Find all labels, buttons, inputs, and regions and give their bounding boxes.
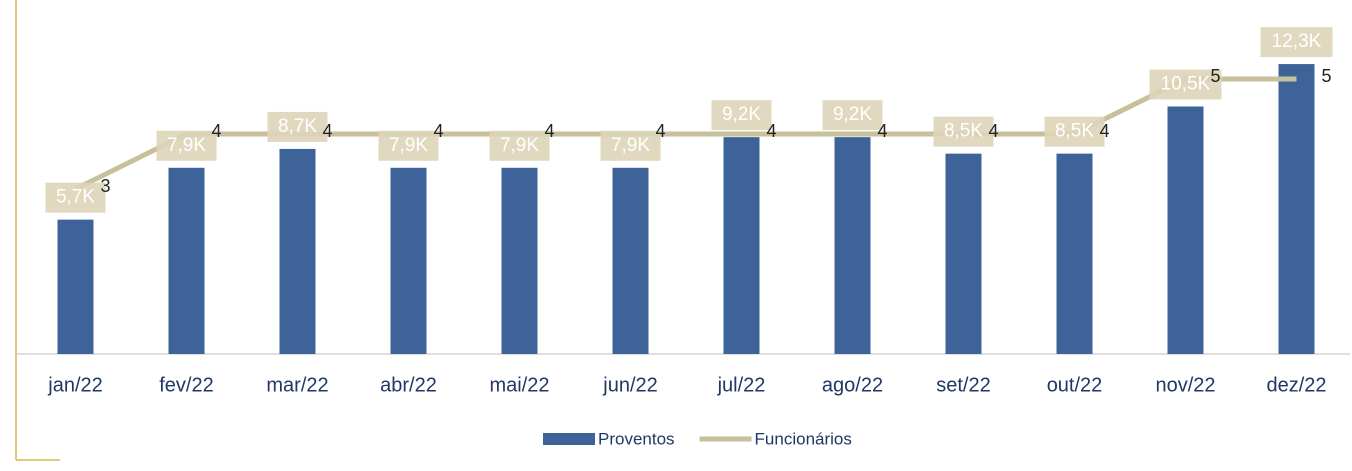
data-label: 4 bbox=[433, 121, 443, 141]
bar bbox=[501, 167, 538, 354]
data-label: 4 bbox=[211, 121, 221, 141]
bar bbox=[834, 137, 871, 354]
data-label: 7,9K bbox=[500, 135, 539, 156]
bar bbox=[723, 137, 760, 354]
data-label: 4 bbox=[766, 121, 776, 141]
data-label: 9,2K bbox=[833, 104, 872, 125]
data-label: 5 bbox=[1210, 66, 1220, 86]
data-label: 3 bbox=[100, 176, 110, 196]
legend-label: Funcionários bbox=[755, 429, 852, 448]
x-tick-label: out/22 bbox=[1047, 374, 1103, 396]
data-label: 5,7K bbox=[56, 187, 95, 208]
x-tick-label: jun/22 bbox=[602, 374, 658, 396]
data-label-box bbox=[711, 100, 772, 131]
data-label-box bbox=[45, 182, 106, 213]
data-label-box bbox=[1260, 27, 1333, 58]
bar bbox=[612, 167, 649, 354]
data-label: 12,3K bbox=[1272, 31, 1322, 52]
data-label: 5 bbox=[1321, 66, 1331, 86]
bar bbox=[1056, 153, 1093, 354]
data-label-box bbox=[822, 100, 883, 131]
legend-swatch bbox=[543, 433, 595, 445]
data-label: 4 bbox=[988, 121, 998, 141]
x-tick-label: nov/22 bbox=[1155, 374, 1215, 396]
data-label: 4 bbox=[322, 121, 332, 141]
data-label: 9,2K bbox=[722, 104, 761, 125]
x-tick-label: jul/22 bbox=[717, 374, 766, 396]
data-label: 8,5K bbox=[1055, 121, 1094, 142]
bar bbox=[57, 219, 94, 354]
data-label: 8,7K bbox=[278, 116, 317, 137]
x-tick-label: abr/22 bbox=[380, 374, 437, 396]
data-label-box bbox=[267, 111, 328, 142]
data-label-box bbox=[156, 130, 217, 161]
x-tick-label: dez/22 bbox=[1266, 374, 1326, 396]
data-label-box bbox=[1044, 116, 1105, 147]
data-label-box bbox=[1149, 69, 1222, 100]
data-label-box bbox=[378, 130, 439, 161]
x-tick-label: mar/22 bbox=[266, 374, 328, 396]
data-label: 4 bbox=[544, 121, 554, 141]
data-label: 7,9K bbox=[167, 135, 206, 156]
x-tick-label: jan/22 bbox=[47, 374, 103, 396]
data-label: 7,9K bbox=[611, 135, 650, 156]
data-label-box bbox=[933, 116, 994, 147]
data-label: 4 bbox=[1099, 121, 1109, 141]
data-label: 4 bbox=[877, 121, 887, 141]
bar bbox=[1167, 106, 1204, 354]
data-label: 8,5K bbox=[944, 121, 983, 142]
x-tick-label: fev/22 bbox=[159, 374, 213, 396]
bar bbox=[1278, 64, 1315, 355]
bar bbox=[168, 167, 205, 354]
data-label: 10,5K bbox=[1161, 74, 1211, 95]
legend-label: Proventos bbox=[598, 429, 675, 448]
data-label: 7,9K bbox=[389, 135, 428, 156]
x-tick-label: set/22 bbox=[936, 374, 990, 396]
data-label: 4 bbox=[655, 121, 665, 141]
bar bbox=[390, 167, 427, 354]
data-label-box bbox=[489, 130, 550, 161]
bar bbox=[279, 148, 316, 354]
data-label-box bbox=[600, 130, 661, 161]
bar bbox=[945, 153, 982, 354]
x-tick-label: mai/22 bbox=[489, 374, 549, 396]
x-tick-label: ago/22 bbox=[822, 374, 883, 396]
